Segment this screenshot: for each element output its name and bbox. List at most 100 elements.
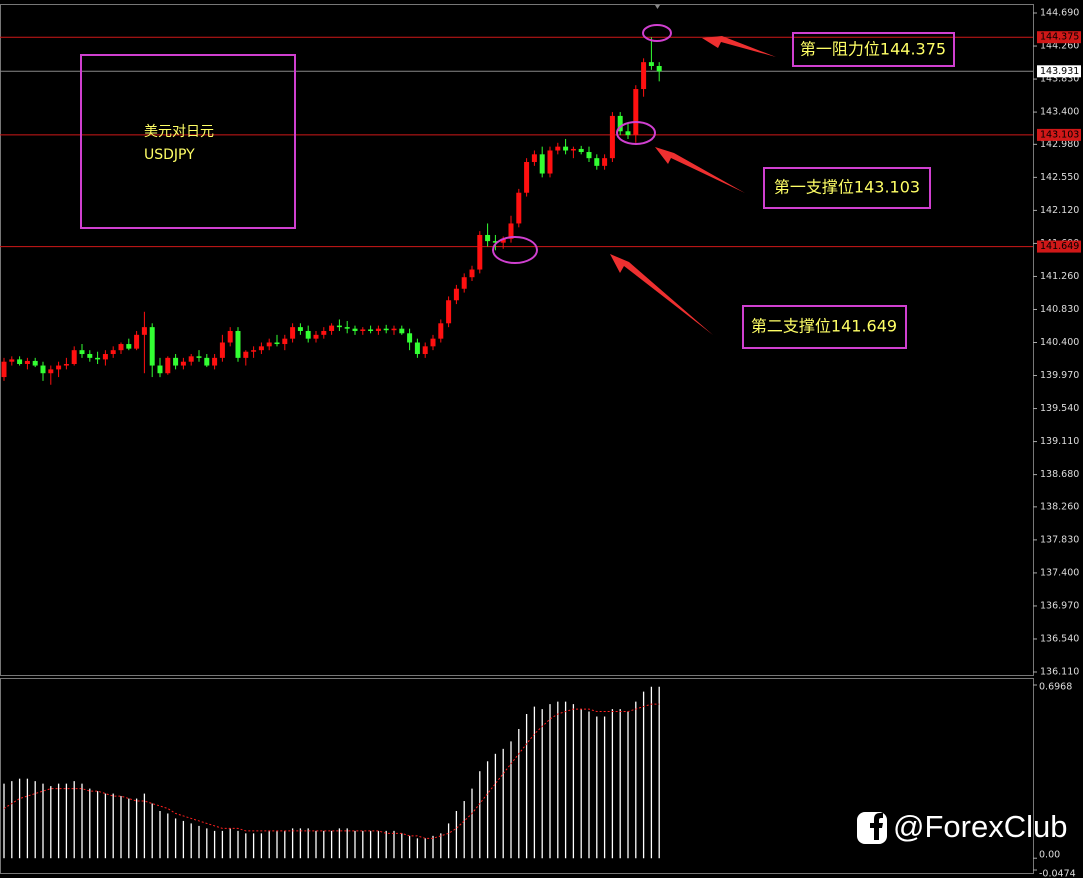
candle-body <box>24 360 30 365</box>
candle-body <box>290 327 296 339</box>
candle-body <box>414 342 420 355</box>
candle-body <box>446 300 452 324</box>
candle-body <box>555 146 561 151</box>
y-tick-label: 143.830 <box>1040 74 1079 85</box>
candle-body <box>149 327 155 366</box>
candle-body <box>368 329 374 331</box>
candle-body <box>1 361 7 378</box>
candle-body <box>625 131 631 136</box>
level-label: 143.931 <box>1040 66 1079 77</box>
y-tick-label: 143.400 <box>1040 107 1079 118</box>
level-label: 141.649 <box>1040 241 1079 252</box>
candle-body <box>360 329 366 331</box>
candle-body <box>212 357 218 366</box>
candle-body <box>524 162 530 193</box>
y-tick-label: 141.260 <box>1040 271 1079 282</box>
candle-body <box>430 338 436 347</box>
y-tick-label: 140.830 <box>1040 304 1079 315</box>
candle-body <box>336 325 342 328</box>
candle-body <box>570 148 576 151</box>
symbol: USDJPY <box>144 147 195 163</box>
level-label: 143.103 <box>1040 129 1079 140</box>
candle-body <box>305 330 311 339</box>
candle-body <box>648 62 654 66</box>
annotation-box <box>742 305 907 349</box>
candle-body <box>586 152 592 159</box>
candle-body <box>243 351 249 358</box>
candle-body <box>344 327 350 329</box>
y-tick-label: 138.260 <box>1040 501 1079 512</box>
annotation-box <box>792 32 955 67</box>
candle-body <box>641 62 647 90</box>
signal-line <box>3 703 660 839</box>
candle-body <box>508 223 514 239</box>
candle-body <box>547 150 553 174</box>
y-tick-label: 137.830 <box>1040 534 1079 545</box>
candle-body <box>235 330 241 358</box>
candle-body <box>531 154 537 163</box>
level-label-box <box>1037 240 1081 253</box>
candle-body <box>438 323 444 339</box>
candle-body <box>407 333 413 343</box>
symbol-box <box>80 54 296 229</box>
candle-body <box>165 357 171 374</box>
candle-body <box>313 334 319 339</box>
level-label-box <box>1037 128 1081 141</box>
candle-body <box>391 328 397 331</box>
candle-body <box>321 330 327 335</box>
candle-body <box>633 89 639 136</box>
candle-body <box>134 334 140 349</box>
level-label-box <box>1037 31 1081 44</box>
candle-body <box>500 238 506 243</box>
plot: 144.690 144.260 143.830 143.400 142.980 142.5… <box>0 8 1081 878</box>
candle-body <box>188 356 194 362</box>
y-tick-label: -0.0474 <box>1039 869 1076 878</box>
candle-body <box>609 115 615 159</box>
candle-body <box>79 350 85 355</box>
y-tick-label: 136.540 <box>1040 633 1079 644</box>
y-tick-label: 139.540 <box>1040 403 1079 414</box>
y-tick-label: 139.970 <box>1040 370 1079 381</box>
candle-body <box>383 328 389 331</box>
candle-body <box>282 338 288 345</box>
y-tick-label: 142.550 <box>1040 172 1079 183</box>
level-label: 144.375 <box>1040 32 1079 43</box>
candle-body <box>539 154 545 174</box>
candle-body <box>95 357 101 360</box>
candle-body <box>469 269 475 278</box>
indicator-panel <box>0 678 1034 874</box>
candle-body <box>258 346 264 351</box>
candle-body <box>492 241 498 243</box>
annotation-box <box>763 167 931 209</box>
candle-body <box>219 342 225 358</box>
y-tick-label: 142.120 <box>1040 205 1079 216</box>
candle-body <box>71 350 77 365</box>
candle-body <box>141 327 147 335</box>
candle-body <box>227 330 233 343</box>
candle-body <box>656 65 662 72</box>
candle-body <box>118 344 124 351</box>
arrows <box>610 36 776 335</box>
main-panel <box>0 4 1034 676</box>
y-tick-label: 136.110 <box>1040 667 1079 678</box>
candle-body <box>157 365 163 374</box>
candle-body <box>617 115 623 132</box>
candle-body <box>274 342 280 345</box>
ellipses <box>492 24 672 264</box>
y-tick-label: 144.260 <box>1040 41 1079 52</box>
y-tick-label: 140.400 <box>1040 337 1079 348</box>
candle-body <box>126 344 132 349</box>
candle-body <box>297 327 303 331</box>
candle-body <box>422 346 428 355</box>
candle-body <box>399 328 405 334</box>
watermark: @ForexClub <box>893 809 1067 844</box>
candle-body <box>594 158 600 166</box>
candle-body <box>87 354 93 358</box>
annotation: 第一支撑位143.103 <box>774 178 920 197</box>
candle-body <box>251 350 257 352</box>
candle-body <box>461 277 467 289</box>
candle-body <box>204 357 210 366</box>
candle-body <box>477 234 483 270</box>
candle-body <box>196 356 202 358</box>
